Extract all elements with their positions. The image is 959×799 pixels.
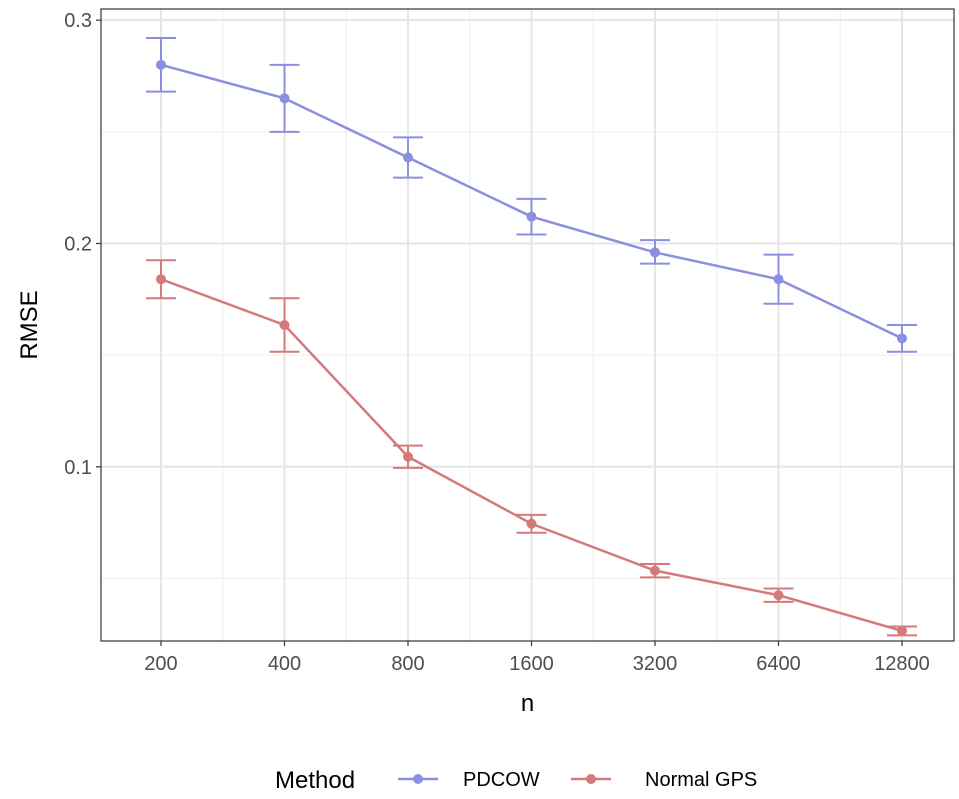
series-pdcow bbox=[146, 37, 917, 353]
y-axis-ticks: 0.1 0.2 0.3 bbox=[64, 10, 101, 479]
data-point bbox=[897, 333, 907, 344]
y-tick-label: 0.2 bbox=[64, 233, 92, 255]
series-normal-gps bbox=[146, 259, 917, 637]
data-point bbox=[773, 590, 784, 601]
legend-items: PDCOW Normal GPS bbox=[398, 769, 757, 791]
legend-item-normal-gps: Normal GPS bbox=[571, 769, 757, 791]
x-axis-ticks: 200 400 800 1600 3200 6400 12800 bbox=[144, 641, 930, 675]
data-point bbox=[773, 274, 784, 285]
data-point bbox=[526, 211, 537, 222]
data-point bbox=[156, 59, 166, 70]
x-tick-label: 800 bbox=[391, 653, 424, 675]
x-tick-label: 6400 bbox=[756, 653, 801, 675]
data-point bbox=[897, 625, 907, 636]
data-point bbox=[156, 274, 166, 285]
minor-gridlines bbox=[101, 9, 954, 641]
x-tick-label: 1600 bbox=[509, 653, 554, 675]
legend-key-point bbox=[586, 774, 596, 784]
legend-label: PDCOW bbox=[463, 769, 540, 791]
data-point bbox=[526, 518, 537, 529]
legend-item-pdcow: PDCOW bbox=[398, 769, 540, 791]
legend-title: Method bbox=[275, 767, 355, 794]
legend-key-point bbox=[413, 774, 423, 784]
y-tick-label: 0.3 bbox=[64, 10, 92, 32]
data-point bbox=[403, 451, 413, 462]
y-tick-label: 0.1 bbox=[64, 457, 92, 479]
data-point bbox=[650, 565, 660, 576]
x-tick-label: 12800 bbox=[874, 653, 930, 675]
data-point bbox=[279, 320, 290, 330]
legend: Method PDCOW Normal GPS bbox=[275, 767, 757, 794]
series-layer bbox=[146, 37, 917, 637]
data-point bbox=[403, 152, 413, 163]
x-tick-label: 3200 bbox=[633, 653, 678, 675]
data-point bbox=[279, 93, 290, 104]
legend-label: Normal GPS bbox=[645, 769, 757, 791]
x-axis-title: n bbox=[521, 690, 534, 717]
y-axis-title: RMSE bbox=[16, 290, 43, 359]
x-tick-label: 400 bbox=[268, 653, 301, 675]
x-tick-label: 200 bbox=[144, 653, 177, 675]
panel-border bbox=[100, 8, 955, 642]
data-point bbox=[650, 247, 660, 258]
